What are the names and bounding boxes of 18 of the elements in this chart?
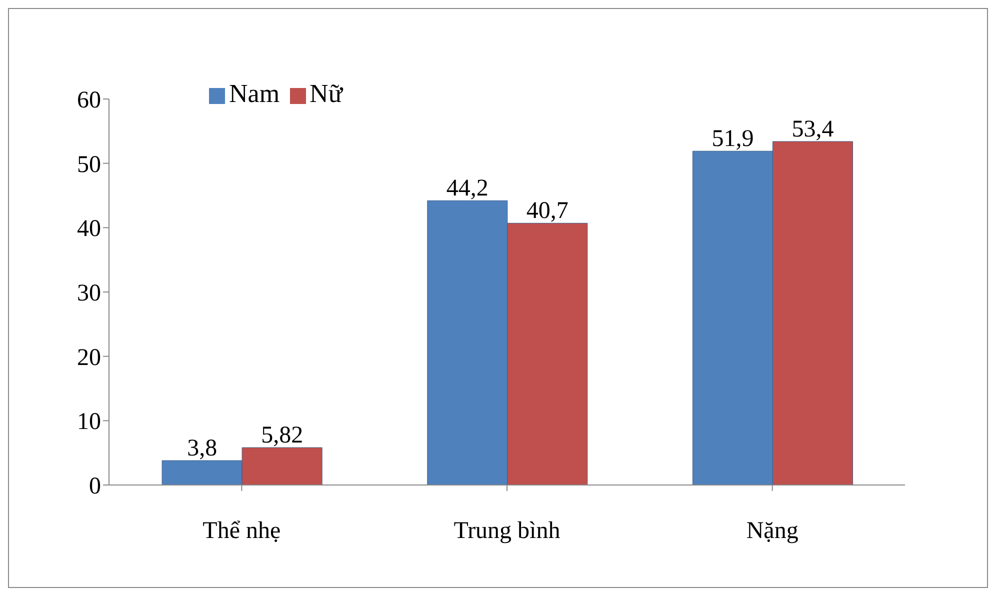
y-tick-label: 40 [77,216,101,242]
data-label: 51,9 [712,126,754,152]
data-label: 3,8 [187,436,218,462]
legend-label: Nữ [310,79,342,108]
x-tick-label: Nặng [746,518,798,544]
y-tick-label: 20 [77,344,101,371]
y-tick-label: 60 [77,88,101,114]
y-tick-label: 10 [77,409,101,436]
legend-label: Nam [229,79,280,108]
data-label: 53,4 [792,116,834,142]
x-tick-label: Thể nhẹ [202,518,281,544]
x-tick-label: Trung bình [454,518,560,544]
data-label: 5,82 [261,422,304,449]
y-tick-label: 0 [89,474,101,500]
data-label: 44,2 [446,176,488,202]
data-label: 40,7 [526,198,568,224]
y-tick-label: 50 [77,152,101,178]
y-tick-label: 30 [77,280,101,307]
